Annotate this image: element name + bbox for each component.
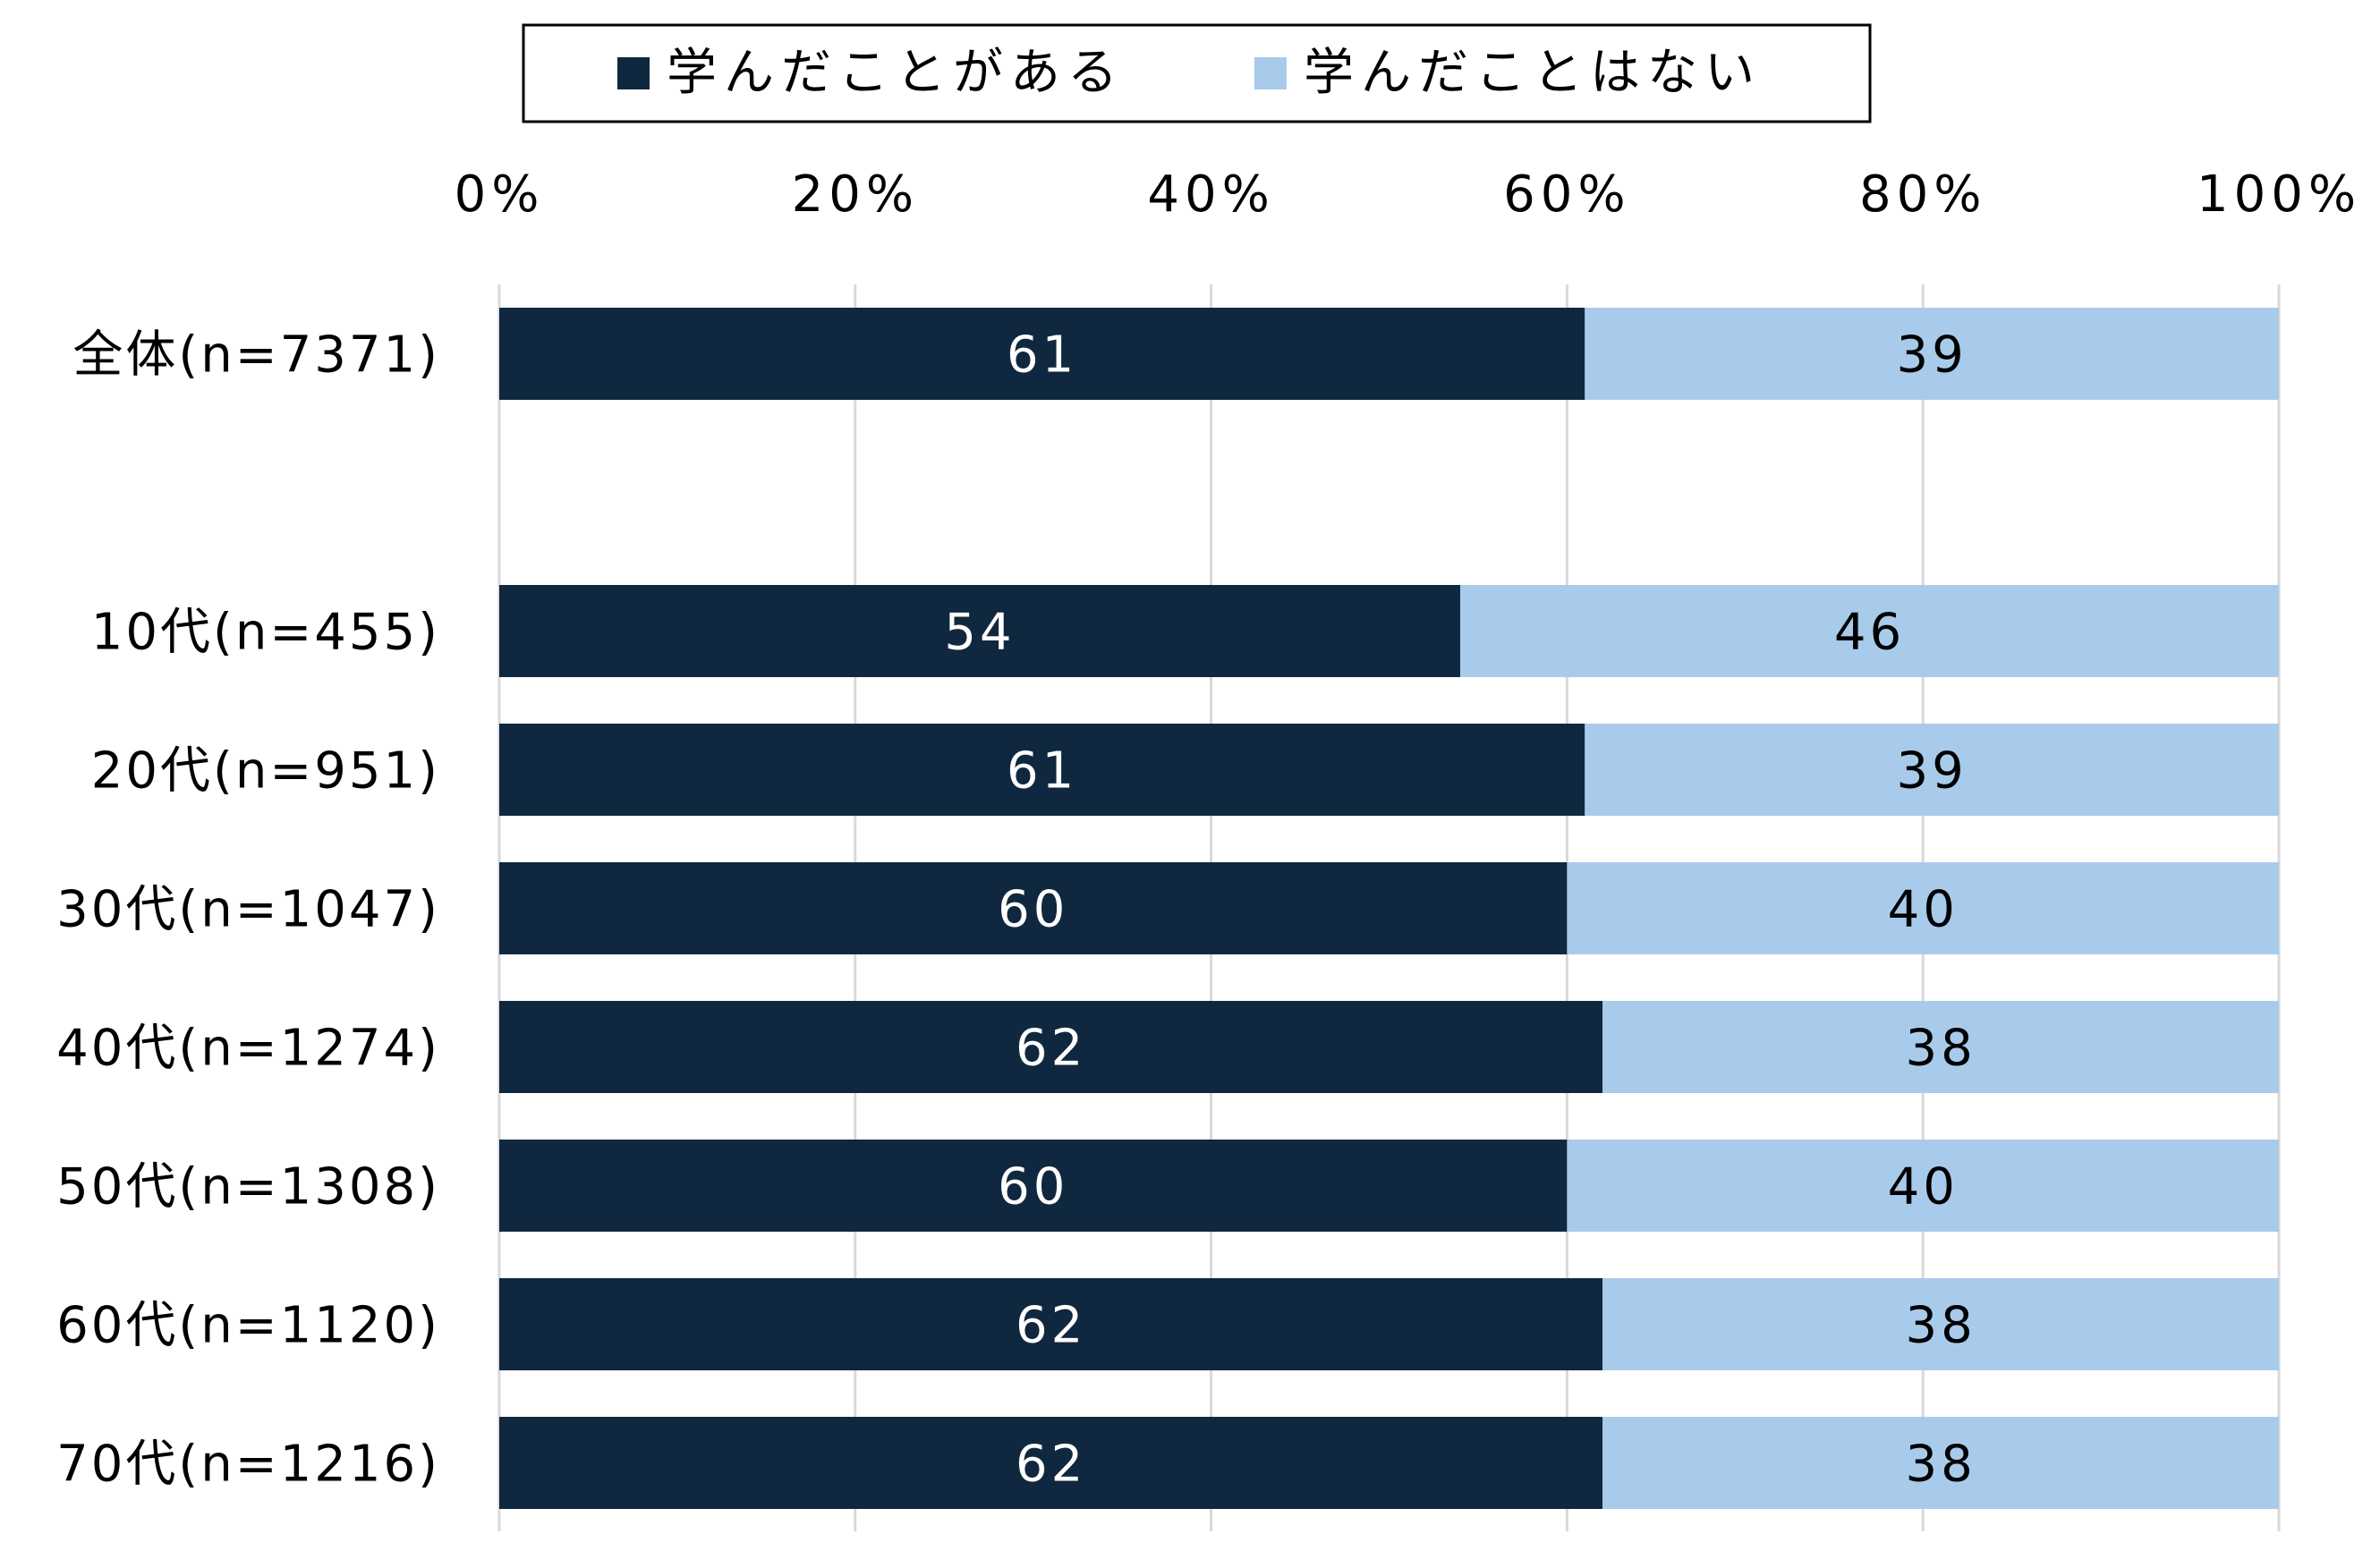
bar-segment-series-2 xyxy=(1602,1278,2279,1370)
data-label-series-1: 61 xyxy=(1007,326,1077,385)
bar-segment-series-2 xyxy=(1585,308,2279,400)
bar-segment-series-1 xyxy=(499,1278,1603,1370)
category-label: 40代(n=1274) xyxy=(56,1020,440,1078)
x-axis-ticks: 0% 20% 40% 60% 80% 100% xyxy=(455,165,2361,224)
category-label: 50代(n=1308) xyxy=(56,1158,440,1216)
data-label-series-1: 54 xyxy=(944,604,1015,662)
bar-segment-series-2 xyxy=(1602,1417,2279,1509)
data-label-series-1: 61 xyxy=(1007,742,1077,801)
bar-segment-series-2 xyxy=(1585,724,2279,816)
bar-segment-series-1 xyxy=(499,585,1461,677)
legend-swatch-series-2 xyxy=(1254,57,1287,89)
category-label: 30代(n=1047) xyxy=(56,881,440,939)
bar-segment-series-1 xyxy=(499,1140,1568,1232)
bar-segment-series-2 xyxy=(1567,862,2279,954)
bar-segment-series-2 xyxy=(1602,1001,2279,1093)
bar-segment-series-1 xyxy=(499,1417,1603,1509)
bar-segment-series-1 xyxy=(499,724,1585,816)
data-label-series-2: 39 xyxy=(1897,326,1968,385)
legend-label-series-2: 学んだことはない xyxy=(1304,44,1762,102)
x-tick-label: 40% xyxy=(1147,165,1274,224)
data-label-series-2: 46 xyxy=(1834,604,1905,662)
data-label-series-2: 38 xyxy=(1905,1297,1976,1355)
category-label: 20代(n=951) xyxy=(91,742,440,801)
x-tick-label: 80% xyxy=(1859,165,1986,224)
category-labels: 全体(n=7371) 10代(n=455) 20代(n=951) 30代(n=1047… xyxy=(56,326,440,1494)
legend: 学んだことがある 学んだことはない xyxy=(522,23,1872,123)
bar-segment-series-1 xyxy=(499,862,1568,954)
legend-label-series-1: 学んだことがある xyxy=(667,44,1125,102)
bar-segment-series-2 xyxy=(1460,585,2279,677)
data-label-series-2: 38 xyxy=(1905,1436,1976,1494)
data-label-series-1: 60 xyxy=(998,1158,1068,1216)
category-label: 全体(n=7371) xyxy=(72,326,440,385)
category-label: 10代(n=455) xyxy=(91,604,440,662)
data-label-series-2: 38 xyxy=(1905,1020,1976,1078)
category-label: 60代(n=1120) xyxy=(56,1297,440,1355)
data-label-series-1: 62 xyxy=(1016,1297,1086,1355)
x-tick-label: 60% xyxy=(1503,165,1630,224)
data-label-series-1: 62 xyxy=(1016,1436,1086,1494)
legend-swatch-series-1 xyxy=(617,57,650,89)
x-tick-label: 0% xyxy=(455,165,545,224)
x-tick-label: 100% xyxy=(2197,165,2361,224)
bar-segment-series-2 xyxy=(1567,1140,2279,1232)
category-label: 70代(n=1216) xyxy=(56,1436,440,1494)
data-label-series-2: 39 xyxy=(1897,742,1968,801)
legend-frame xyxy=(522,23,1872,123)
bar-segment-series-1 xyxy=(499,308,1585,400)
x-tick-label: 20% xyxy=(792,165,919,224)
data-label-series-2: 40 xyxy=(1888,1158,1959,1216)
data-label-series-1: 62 xyxy=(1016,1020,1086,1078)
data-label-series-2: 40 xyxy=(1888,881,1959,939)
bars: 61 39 54 46 61 39 60 40 62 38 60 40 62 38 62 38 xyxy=(499,308,2279,1509)
data-label-series-1: 60 xyxy=(998,881,1068,939)
bar-segment-series-1 xyxy=(499,1001,1603,1093)
